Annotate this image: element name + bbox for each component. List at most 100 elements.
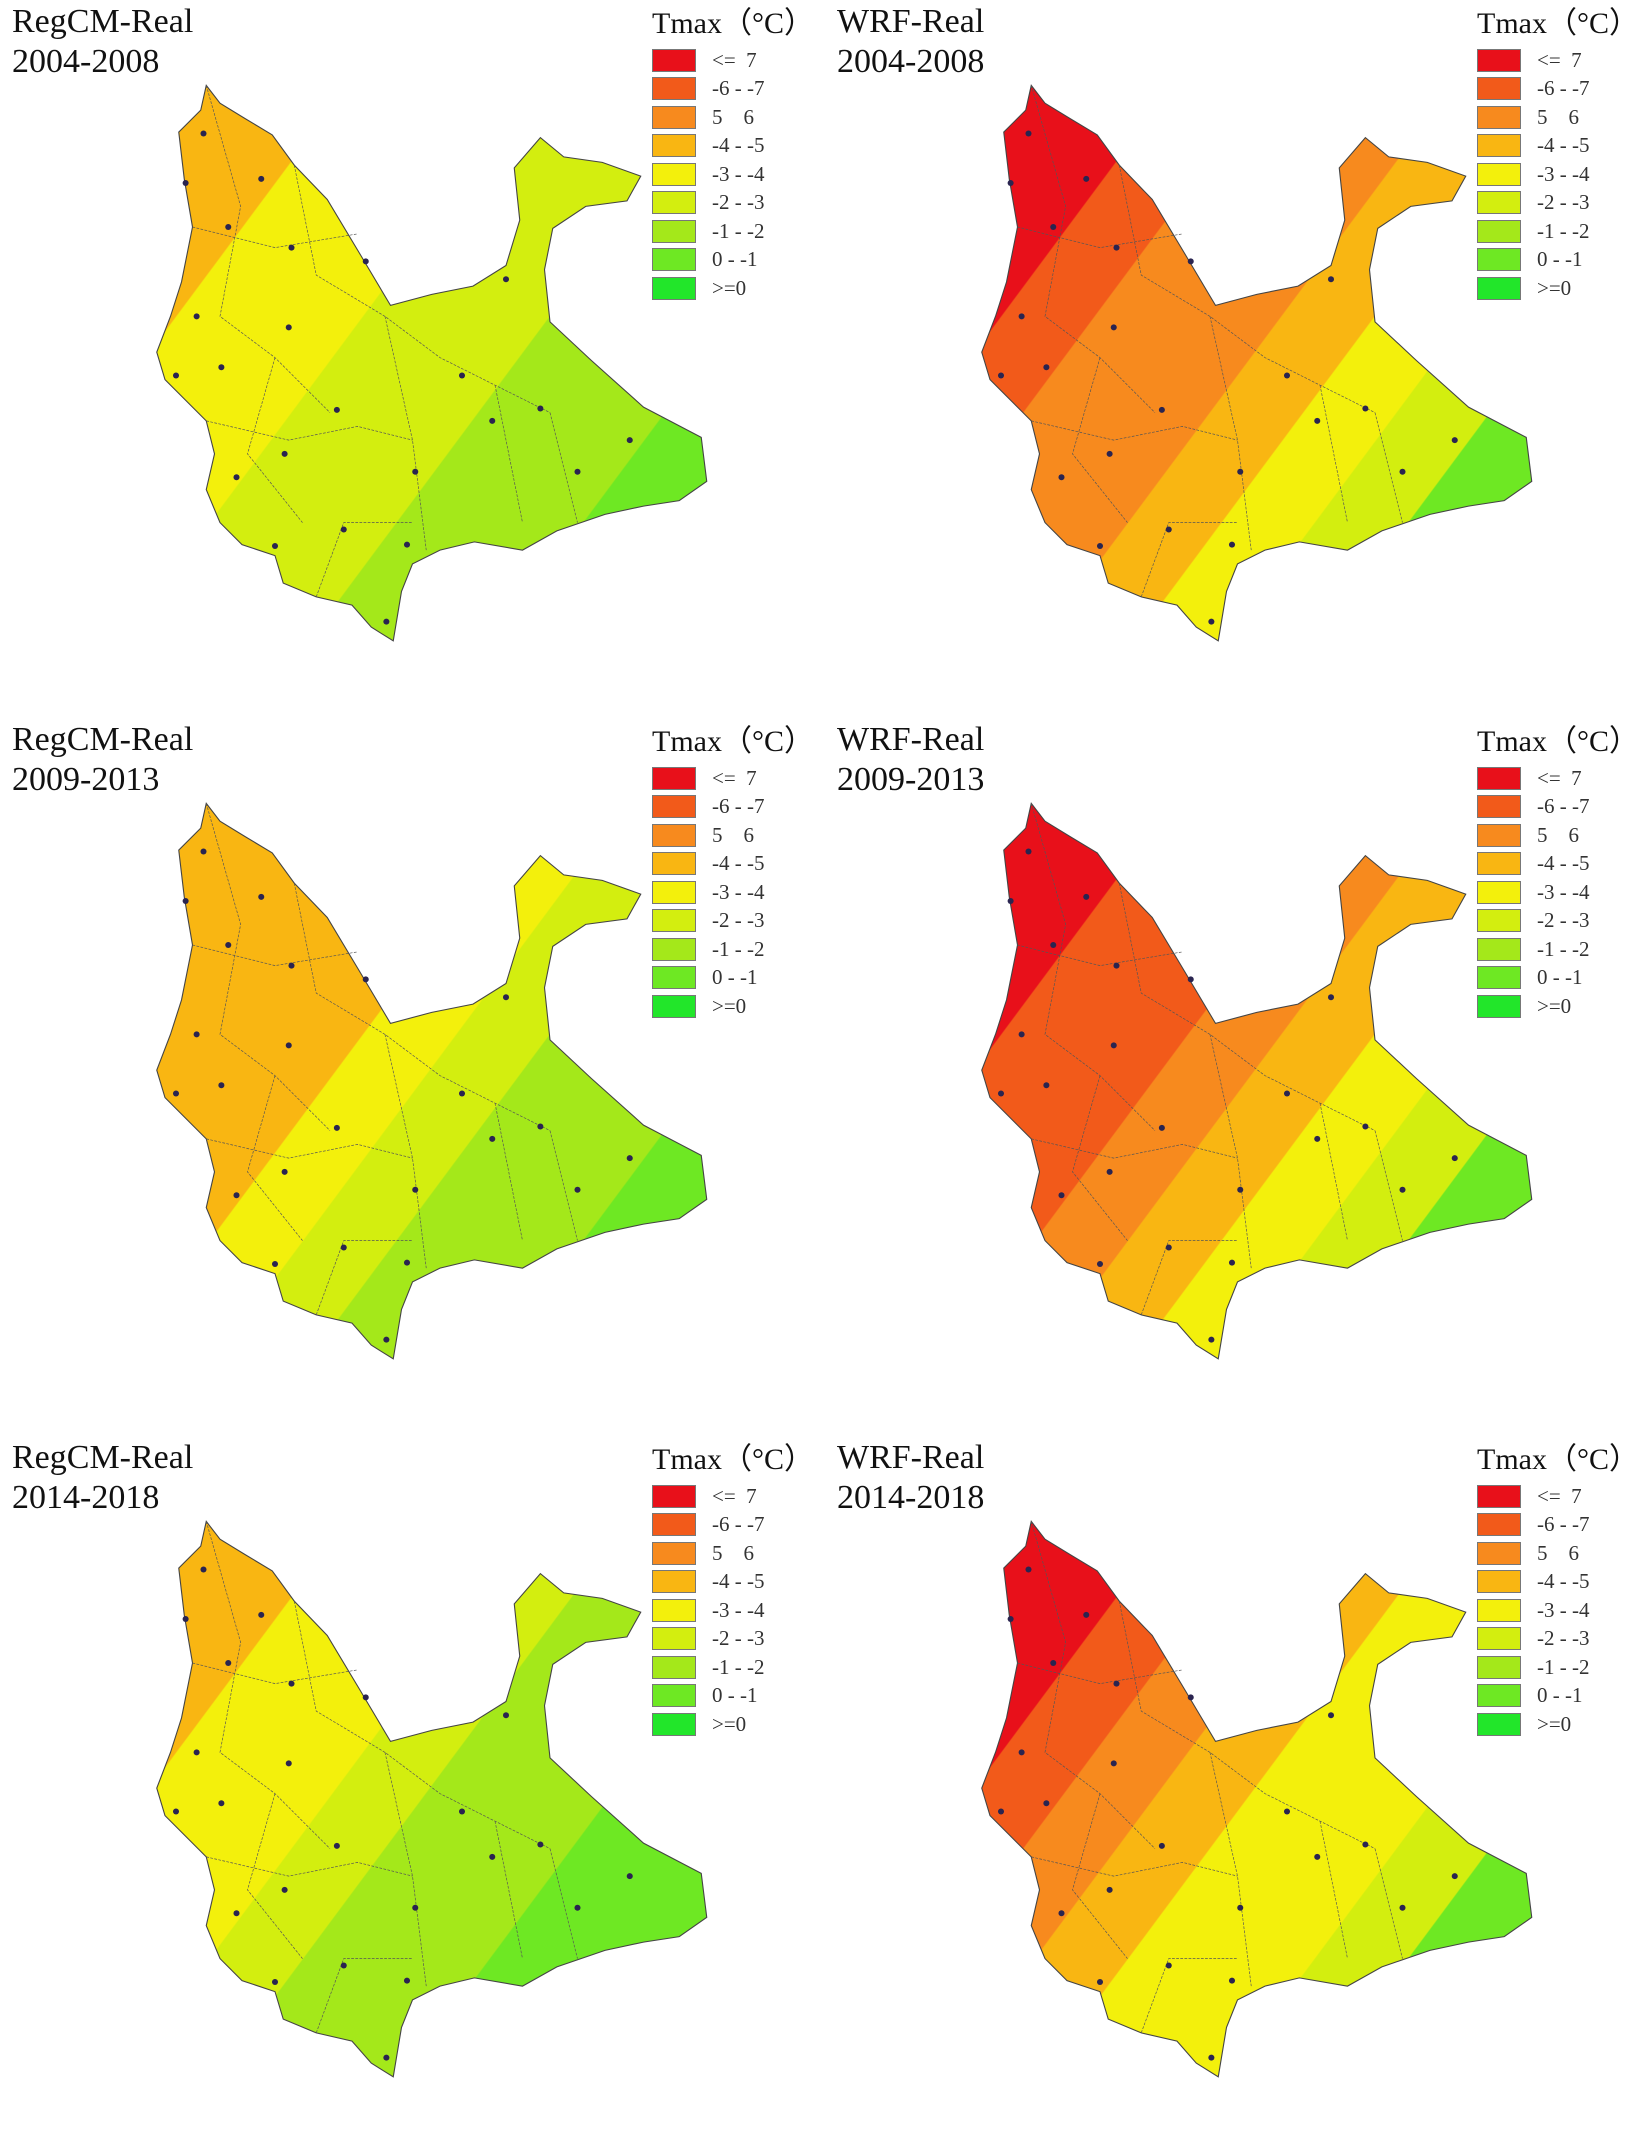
station-dot bbox=[1327, 994, 1335, 1001]
station-dot bbox=[1237, 1904, 1244, 1911]
prefecture-boundary bbox=[1118, 165, 1376, 413]
legend-swatch bbox=[652, 134, 696, 158]
legend-label: -3 - -4 bbox=[1537, 879, 1590, 904]
legend-swatch bbox=[1477, 823, 1521, 847]
prefecture-boundary bbox=[205, 85, 331, 413]
station-dot bbox=[1113, 962, 1120, 969]
legend-label: <= 7 bbox=[1537, 47, 1582, 72]
station-dot bbox=[1283, 372, 1291, 379]
period-label: 2009-2013 bbox=[837, 761, 985, 798]
model-name: WRF-Real bbox=[837, 721, 985, 758]
legend-item: -6 - -7 bbox=[652, 75, 822, 104]
panel-title: WRF-Real 2004-2008 bbox=[837, 2, 984, 82]
station-dot bbox=[1237, 468, 1244, 475]
prefecture-boundary bbox=[1140, 1958, 1238, 2033]
station-dot bbox=[285, 1042, 292, 1049]
legend-item: -1 - -2 bbox=[1477, 1653, 1647, 1682]
station-dot bbox=[626, 1155, 633, 1162]
legend-item: -6 - -7 bbox=[1477, 1511, 1647, 1540]
station-dot bbox=[1228, 1977, 1236, 1984]
station-dot bbox=[1018, 1749, 1025, 1756]
legend-label: -2 - -3 bbox=[1537, 1626, 1590, 1651]
model-name: WRF-Real bbox=[837, 3, 985, 40]
legend-item: >=0 bbox=[1477, 992, 1647, 1021]
station-dot bbox=[271, 1978, 279, 1986]
legend-item: >=0 bbox=[652, 1710, 822, 1739]
legend-swatch bbox=[1477, 162, 1521, 186]
station-dot bbox=[537, 405, 544, 412]
station-dot bbox=[1451, 1155, 1458, 1162]
legend-label: -1 - -2 bbox=[712, 936, 765, 961]
station-dot bbox=[1025, 848, 1032, 855]
prefecture-boundary bbox=[1209, 1034, 1252, 1269]
station-dot bbox=[182, 897, 189, 905]
legend-title: Tmax（°C） bbox=[1477, 7, 1639, 40]
legend-label: -4 - -5 bbox=[712, 851, 765, 876]
station-dot bbox=[1362, 1841, 1369, 1848]
legend-label: >=0 bbox=[1537, 275, 1572, 300]
station-dot bbox=[383, 618, 390, 625]
station-dot bbox=[333, 1842, 340, 1849]
prefecture-boundary bbox=[1140, 522, 1238, 597]
station-dot bbox=[1043, 1800, 1050, 1807]
station-dot bbox=[403, 1259, 411, 1266]
yunnan-map bbox=[981, 84, 1533, 642]
station-dot bbox=[271, 542, 279, 550]
legend-item: -6 - -7 bbox=[1477, 793, 1647, 822]
station-dot bbox=[340, 526, 347, 533]
legend-item: >=0 bbox=[652, 992, 822, 1021]
prefecture-boundary bbox=[1140, 1240, 1238, 1315]
legend-swatch bbox=[652, 795, 696, 819]
station-dot bbox=[362, 1694, 369, 1701]
legend-item: 5 6 bbox=[652, 821, 822, 850]
legend-item: -2 - -3 bbox=[1477, 907, 1647, 936]
legend-label: -1 - -2 bbox=[1537, 218, 1590, 243]
station-dot bbox=[489, 417, 496, 424]
legend-label: 5 6 bbox=[1537, 1540, 1579, 1565]
legend-label: -6 - -7 bbox=[712, 76, 765, 101]
prefecture-boundary bbox=[1031, 1856, 1238, 1877]
legend-label: -6 - -7 bbox=[1537, 1512, 1590, 1537]
map-panel: RegCM-Real 2009-2013 Tmax（°C） <= 7 -6 - -… bbox=[0, 718, 825, 1436]
station-dot bbox=[1327, 276, 1335, 283]
legend-item: <= 7 bbox=[652, 46, 822, 75]
station-dot bbox=[200, 130, 207, 137]
station-dot bbox=[1399, 1904, 1406, 1911]
prefecture-boundary bbox=[1017, 1662, 1183, 1684]
legend-label: -4 - -5 bbox=[1537, 133, 1590, 158]
station-dot bbox=[1106, 1168, 1113, 1175]
prefecture-boundary bbox=[247, 1075, 303, 1241]
station-dot bbox=[193, 1749, 200, 1756]
prefecture-boundary bbox=[549, 412, 578, 523]
yunnan-map bbox=[981, 1520, 1533, 2078]
station-dot bbox=[362, 976, 369, 983]
yunnan-map bbox=[156, 802, 708, 1360]
station-dot bbox=[1058, 1910, 1065, 1917]
legend-label: -6 - -7 bbox=[1537, 794, 1590, 819]
legend-swatch bbox=[1477, 48, 1521, 72]
legend-swatch bbox=[652, 1627, 696, 1651]
station-dot bbox=[1025, 1566, 1032, 1573]
legend-swatch bbox=[1477, 1484, 1521, 1508]
station-dot bbox=[285, 1760, 292, 1767]
legend-swatch bbox=[1477, 219, 1521, 243]
prefecture-boundary bbox=[205, 1521, 331, 1849]
legend-swatch bbox=[1477, 1684, 1521, 1708]
station-dot bbox=[1399, 468, 1406, 475]
station-dot bbox=[258, 893, 265, 900]
prefecture-boundary bbox=[1118, 883, 1376, 1131]
legend-swatch bbox=[652, 276, 696, 300]
legend-title: Tmax（°C） bbox=[652, 1443, 814, 1476]
station-dot bbox=[1228, 541, 1236, 548]
prefecture-boundary bbox=[384, 1752, 427, 1987]
legend-label: -1 - -2 bbox=[712, 218, 765, 243]
model-name: RegCM-Real bbox=[12, 3, 194, 40]
station-dot bbox=[218, 1082, 225, 1089]
legend-swatch bbox=[1477, 795, 1521, 819]
station-dot bbox=[574, 1186, 581, 1193]
station-dot bbox=[258, 175, 265, 182]
prefecture-boundary bbox=[494, 1821, 523, 1959]
map-panel: WRF-Real 2009-2013 Tmax（°C） <= 7 -6 - -7 5… bbox=[825, 718, 1650, 1436]
legend-swatch bbox=[652, 1684, 696, 1708]
prefecture-boundary bbox=[1374, 1130, 1403, 1241]
